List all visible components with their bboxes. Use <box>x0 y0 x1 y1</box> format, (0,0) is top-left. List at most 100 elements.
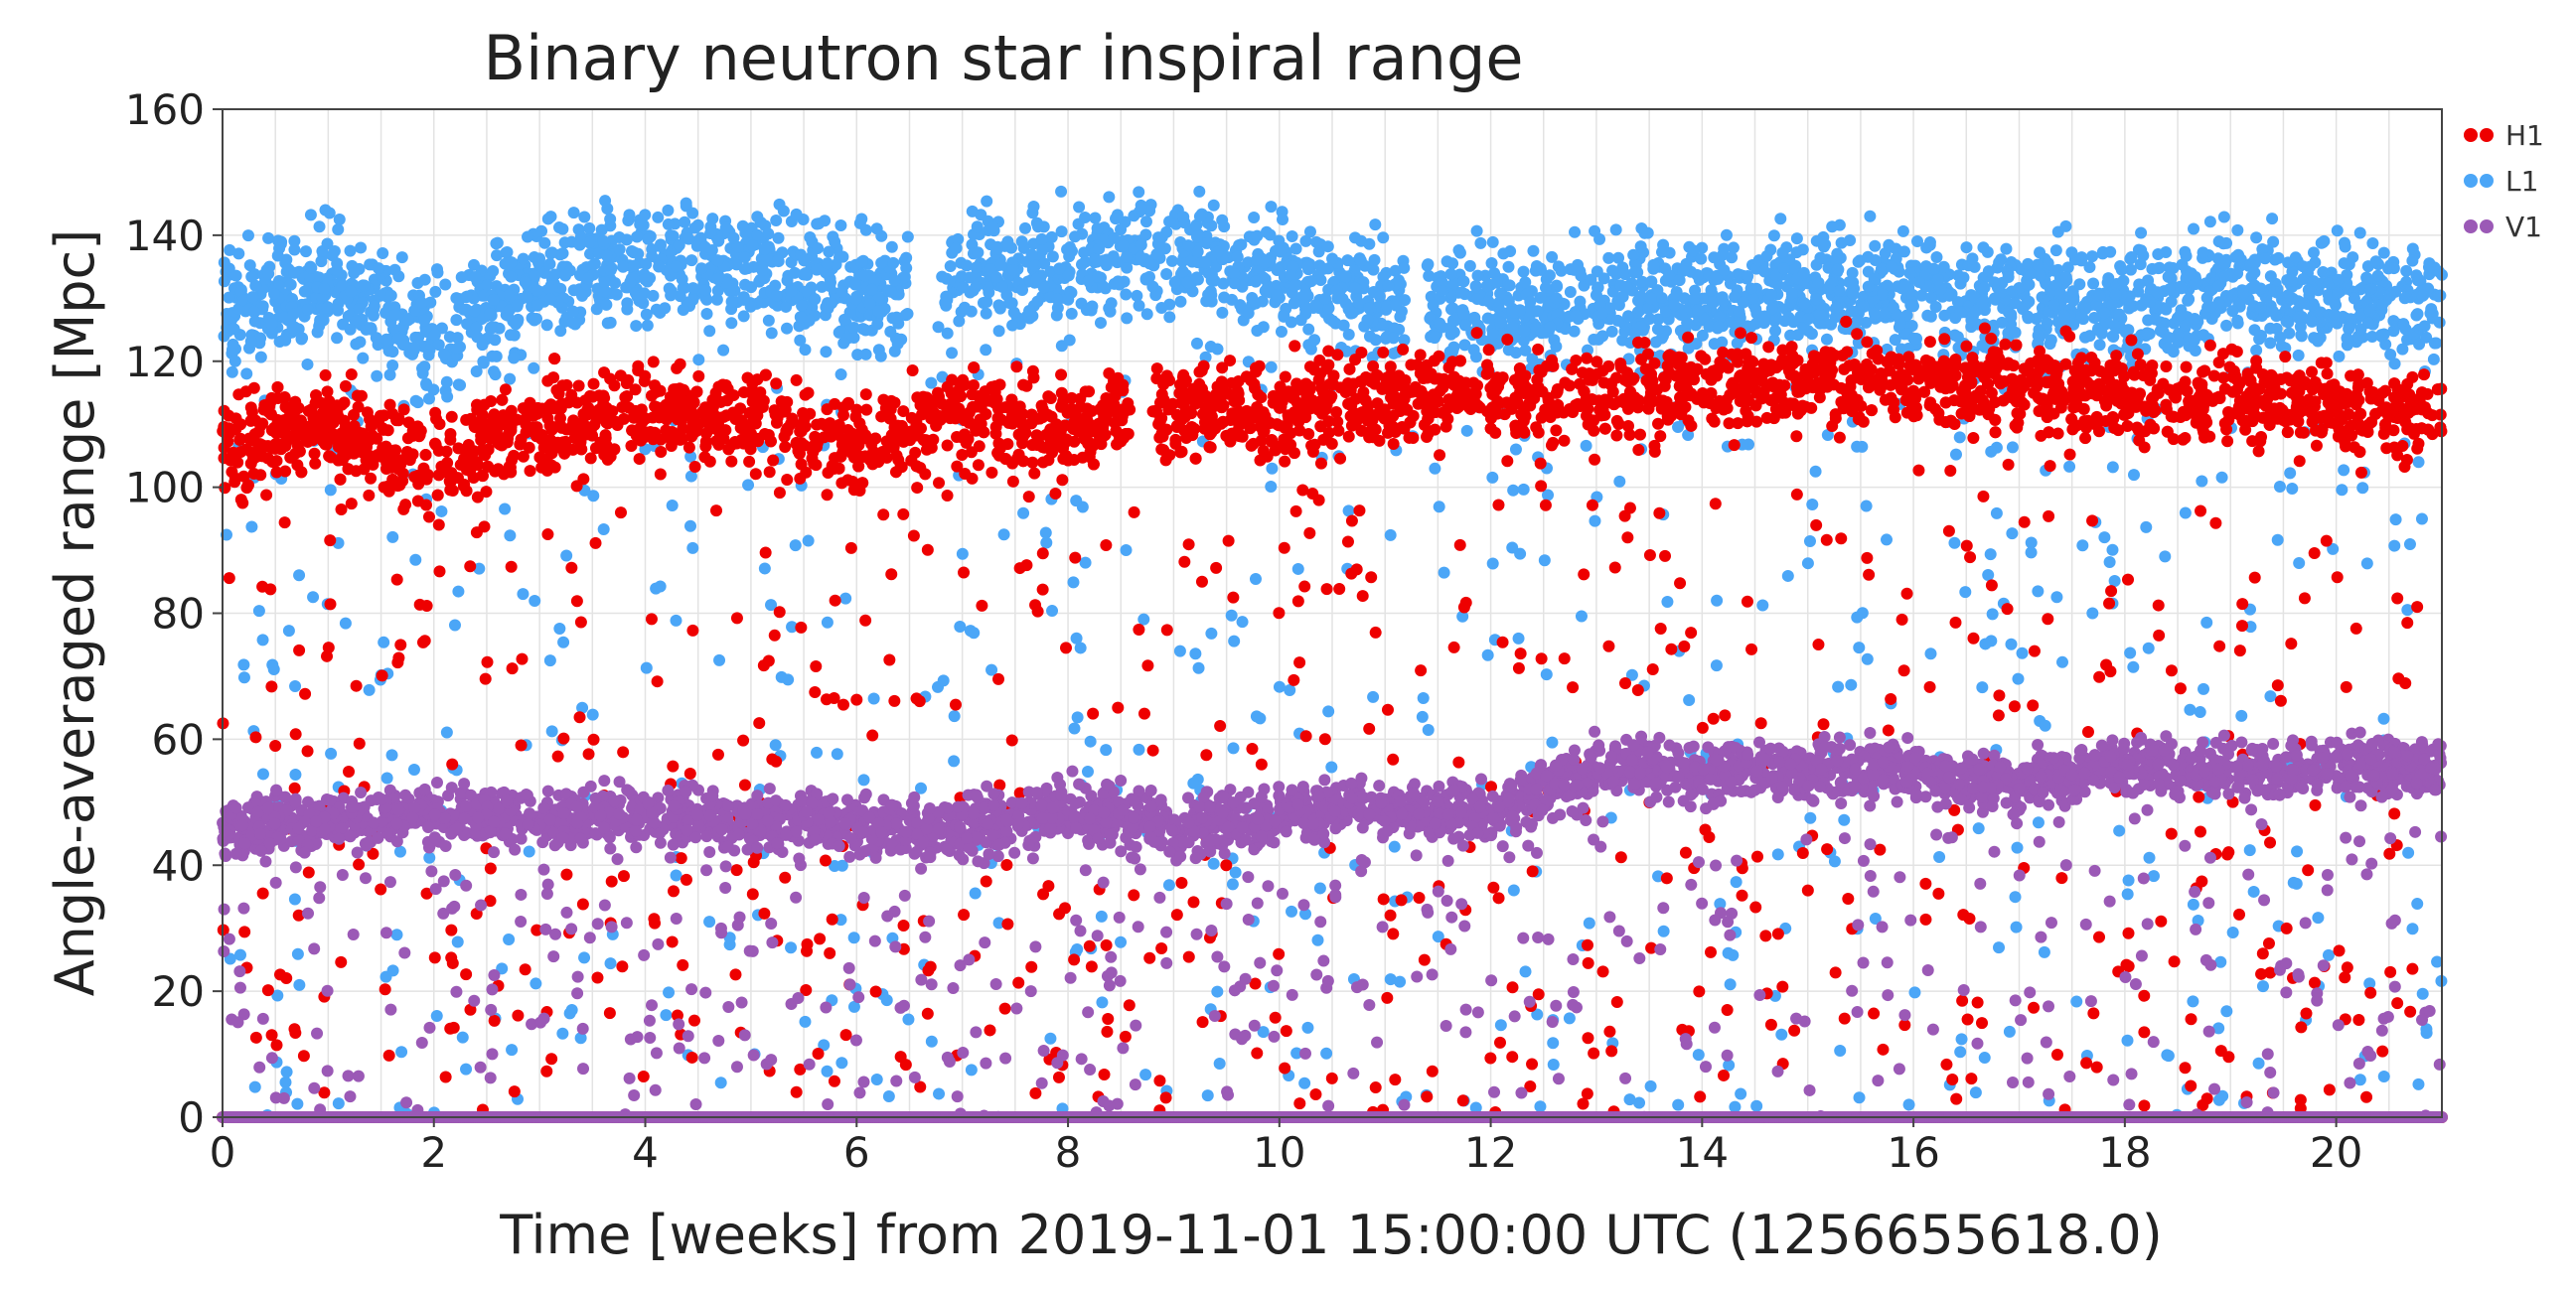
data-point-L1 <box>566 305 579 318</box>
data-point-L1 <box>535 224 548 237</box>
data-point-L1 <box>2247 885 2260 898</box>
data-point-L1 <box>254 351 267 363</box>
data-point-L1 <box>1614 279 1627 292</box>
data-point-L1 <box>1121 250 1134 263</box>
data-point-L1 <box>1652 313 1665 326</box>
data-point-L1 <box>719 221 732 234</box>
data-point-L1 <box>2197 682 2210 695</box>
data-point-L1 <box>971 220 984 233</box>
data-point-L1 <box>324 484 337 497</box>
data-point-L1 <box>1093 242 1106 255</box>
data-point-L1 <box>1672 420 1685 433</box>
data-point-L1 <box>1193 210 1206 222</box>
data-point-L1 <box>937 674 950 687</box>
data-point-L1 <box>1112 276 1125 289</box>
data-point-L1 <box>1299 289 1312 302</box>
data-point-L1 <box>1588 333 1600 346</box>
data-point-L1 <box>1308 334 1321 347</box>
data-point-L1 <box>1494 1019 1507 1032</box>
data-point-L1 <box>2005 311 2018 324</box>
data-point-L1 <box>2022 310 2035 323</box>
data-point-L1 <box>1776 246 1789 259</box>
data-point-L1 <box>517 252 530 265</box>
data-point-L1 <box>1017 506 1030 519</box>
data-point-L1 <box>2174 309 2187 322</box>
data-point-L1 <box>785 285 798 298</box>
data-point-L1 <box>232 247 245 260</box>
data-point-L1 <box>1227 742 1240 755</box>
data-point-L1 <box>508 352 521 364</box>
data-point-L1 <box>1265 201 1278 214</box>
data-point-L1 <box>455 271 468 284</box>
data-point-L1 <box>1288 297 1300 310</box>
data-point-L1 <box>1311 934 1324 946</box>
data-point-L1 <box>2039 719 2051 732</box>
data-point-L1 <box>505 270 518 283</box>
data-point-L1 <box>2188 334 2200 347</box>
data-point-L1 <box>2102 272 2115 285</box>
data-point-L1 <box>1744 282 1757 295</box>
data-point-L1 <box>802 534 815 547</box>
data-point-L1 <box>1933 850 1946 863</box>
data-point-L1 <box>1769 325 1782 338</box>
data-point-L1 <box>2151 286 2164 299</box>
data-point-L1 <box>1301 260 1314 273</box>
data-point-L1 <box>770 289 783 302</box>
data-point-L1 <box>1285 269 1297 282</box>
data-point-L1 <box>1985 445 1998 458</box>
data-point-L1 <box>2297 272 2310 285</box>
data-point-H1 <box>363 489 376 502</box>
data-point-L1 <box>725 317 738 330</box>
data-point-L1 <box>345 285 358 298</box>
data-point-L1 <box>1286 229 1298 242</box>
data-point-L1 <box>2280 315 2293 328</box>
data-point-L1 <box>1299 303 1312 316</box>
data-point-L1 <box>2063 460 2076 473</box>
data-point-L1 <box>1976 296 1989 309</box>
data-point-L1 <box>2078 331 2091 344</box>
data-point-L1 <box>2079 303 2092 316</box>
data-point-L1 <box>323 207 336 219</box>
data-point-L1 <box>1729 1100 1742 1113</box>
data-point-L1 <box>1257 321 1270 334</box>
data-point-L1 <box>1497 247 1510 260</box>
data-point-L1 <box>2088 312 2101 325</box>
data-point-L1 <box>2104 245 2117 258</box>
data-point-L1 <box>268 288 281 301</box>
data-point-L1 <box>1949 448 1962 461</box>
data-point-L1 <box>1044 1032 1057 1045</box>
data-point-L1 <box>1507 484 1520 497</box>
data-point-L1 <box>1683 694 1696 707</box>
data-point-L1 <box>1826 220 1839 233</box>
data-point-L1 <box>523 845 535 858</box>
data-point-L1 <box>2133 278 2146 291</box>
data-point-L1 <box>226 365 238 378</box>
data-point-L1 <box>291 1097 304 1110</box>
data-point-L1 <box>2106 543 2119 556</box>
data-point-L1 <box>659 302 672 315</box>
data-point-L1 <box>595 223 608 236</box>
chart-title: Binary neutron star inspiral range <box>484 22 1524 94</box>
data-point-L1 <box>348 266 361 279</box>
data-point-L1 <box>1313 882 1326 895</box>
data-point-L1 <box>1692 304 1705 317</box>
data-point-L1 <box>688 221 701 234</box>
data-point-L1 <box>380 772 393 785</box>
data-point-L1 <box>2053 287 2066 300</box>
data-point-L1 <box>2106 330 2119 343</box>
data-point-L1 <box>1851 315 1864 328</box>
data-point-L1 <box>2410 309 2423 322</box>
data-point-L1 <box>1250 275 1263 288</box>
data-point-L1 <box>933 1087 946 1100</box>
data-point-L1 <box>355 241 368 254</box>
data-point-L1 <box>2402 846 2415 859</box>
data-point-L1 <box>2108 319 2121 332</box>
data-point-L1 <box>2406 923 2419 935</box>
data-point-L1 <box>2307 246 2320 259</box>
data-point-L1 <box>859 348 872 360</box>
data-point-L1 <box>683 519 696 532</box>
data-point-L1 <box>1417 691 1430 704</box>
data-point-L1 <box>2259 252 2272 265</box>
data-point-L1 <box>2397 318 2410 331</box>
data-point-L1 <box>2010 921 2023 934</box>
